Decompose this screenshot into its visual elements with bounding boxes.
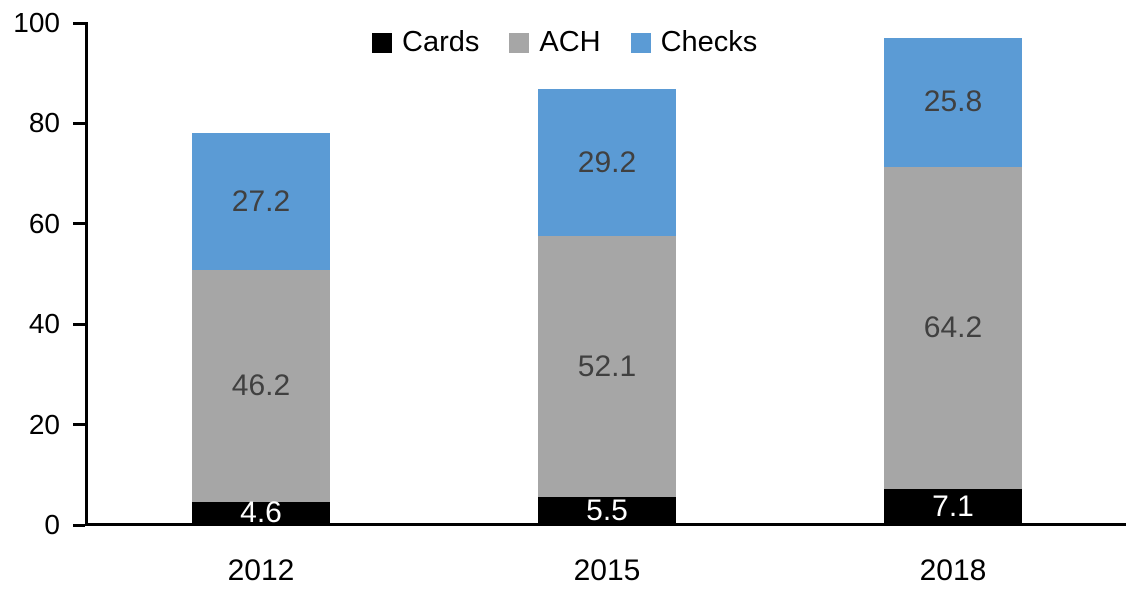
- legend-label-checks: Checks: [660, 26, 758, 58]
- y-tick-label-100: 100: [13, 7, 60, 38]
- plot-area: 4.6 46.2 27.2 5.5 52.1 29.2 7.1 64.2 25.8: [88, 23, 1126, 528]
- y-tick-60: [73, 222, 85, 226]
- bar-segment-checks-2015: 29.2: [538, 89, 676, 236]
- bar-segment-cards-2018: 7.1: [884, 489, 1022, 525]
- bar-segment-label-checks-2012: 27.2: [231, 184, 291, 218]
- y-tick-40: [73, 322, 85, 326]
- bar-segment-ach-2012: 46.2: [192, 270, 330, 502]
- bar-segment-label-cards-2015: 5.5: [586, 494, 628, 528]
- y-tick-label-60: 60: [28, 207, 60, 239]
- bar-2012: 4.6 46.2 27.2: [192, 133, 330, 528]
- bar-segment-label-cards-2018: 7.1: [932, 490, 974, 524]
- bar-segment-label-ach-2012: 46.2: [231, 368, 291, 402]
- legend-item-checks: Checks: [630, 26, 758, 58]
- legend-swatch-ach: [509, 32, 530, 53]
- x-axis-label-2012: 2012: [227, 554, 295, 587]
- y-tick-80: [73, 121, 85, 125]
- bar-segment-label-checks-2018: 25.8: [923, 85, 983, 119]
- legend-item-cards: Cards: [372, 28, 479, 57]
- y-tick-label-20: 20: [28, 408, 60, 440]
- y-axis-line: [85, 22, 88, 526]
- legend-swatch-cards: [372, 32, 392, 53]
- bar-segment-cards-2012: 4.6: [192, 498, 330, 528]
- legend-item-ach: ACH: [509, 26, 601, 58]
- bar-segment-checks-2012: 27.2: [192, 133, 330, 270]
- y-tick-label-0: 0: [44, 509, 60, 540]
- bar-segment-checks-2018: 25.8: [884, 37, 1022, 168]
- bar-segment-ach-2015: 52.1: [538, 235, 676, 498]
- legend-label-ach: ACH: [539, 26, 601, 58]
- y-tick-20: [73, 423, 85, 427]
- bar-segment-cards-2015: 5.5: [538, 494, 676, 528]
- chart-legend: Cards ACH Checks: [372, 28, 757, 57]
- bar-segment-label-checks-2015: 29.2: [577, 145, 637, 179]
- bar-2018: 7.1 64.2 25.8: [884, 37, 1022, 525]
- y-tick-label-40: 40: [28, 308, 60, 340]
- bar-segment-label-ach-2018: 64.2: [923, 311, 983, 345]
- bar-segment-label-cards-2012: 4.6: [240, 496, 282, 530]
- x-axis-label-2018: 2018: [919, 554, 987, 587]
- legend-swatch-checks: [630, 32, 651, 53]
- bar-segment-ach-2018: 64.2: [884, 167, 1022, 490]
- legend-label-cards: Cards: [402, 26, 480, 58]
- bar-segment-label-ach-2015: 52.1: [577, 349, 637, 383]
- y-tick-label-80: 80: [28, 107, 60, 139]
- x-axis-label-2015: 2015: [573, 554, 641, 587]
- y-tick-0: [73, 523, 85, 527]
- bar-2015: 5.5 52.1 29.2: [538, 89, 676, 528]
- y-tick-100: [73, 21, 85, 25]
